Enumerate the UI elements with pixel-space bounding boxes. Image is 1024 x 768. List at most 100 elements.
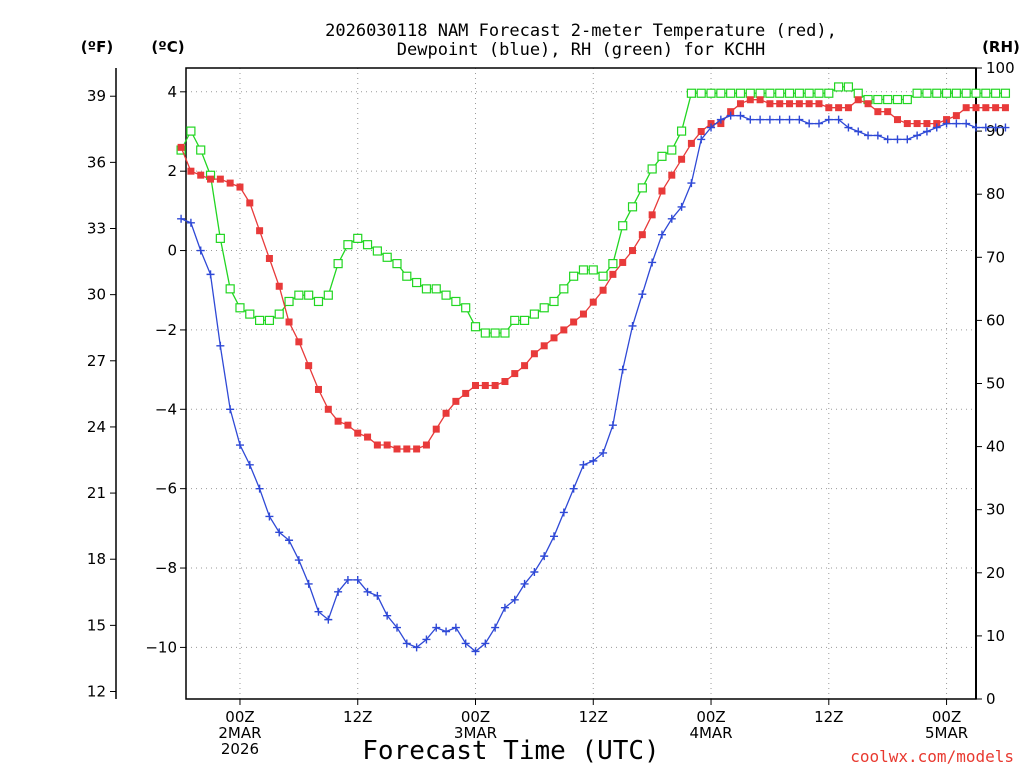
dewpoint-point: [667, 214, 676, 223]
dewpoint-point: [687, 179, 696, 188]
temperature-point: [295, 338, 303, 346]
temperature-point: [521, 362, 529, 370]
dewpoint-point: [913, 131, 922, 140]
temperature-point: [305, 362, 313, 370]
rh-point: [225, 284, 235, 294]
fahrenheit-tick-label: 24: [87, 418, 106, 436]
dewpoint-point: [392, 623, 401, 632]
temperature-point: [344, 421, 352, 429]
rh-point: [892, 94, 903, 105]
dewpoint-point: [530, 568, 539, 577]
temperature-point: [334, 417, 342, 425]
dewpoint-point: [599, 448, 608, 457]
dewpoint-point: [412, 643, 421, 652]
dewpoint-point: [883, 135, 892, 144]
rh-point: [333, 259, 343, 269]
rh-point: [451, 296, 461, 307]
plot-frame: [185, 67, 977, 700]
celsius-tick-label: −8: [155, 559, 177, 577]
fahrenheit-tick-label: 36: [87, 153, 106, 171]
dewpoint-point: [795, 115, 804, 124]
dewpoint-point: [736, 111, 745, 120]
rh-point: [421, 284, 432, 294]
rh-tick-label: 60: [986, 311, 1005, 329]
rh-point: [735, 88, 746, 98]
temperature-point: [884, 108, 892, 116]
temperature-point: [736, 100, 744, 108]
dewpoint-point: [343, 575, 352, 584]
rh-point: [1000, 88, 1011, 98]
chart-title-line2: Dewpoint (blue), RH (green) for KCHH: [397, 40, 765, 60]
dewpoint-point: [383, 611, 392, 620]
rh-point: [353, 233, 363, 243]
temperature-point: [373, 441, 381, 449]
temperature-point: [805, 100, 813, 108]
temperature-point: [226, 179, 234, 187]
rh-tick-label: 70: [986, 248, 1005, 266]
dewpoint-point: [353, 575, 362, 584]
time-tick-label: 5MAR: [925, 724, 968, 742]
rh-tick-label: 100: [986, 59, 1015, 77]
rh-point: [716, 88, 726, 98]
temperature-point: [314, 385, 322, 393]
dewpoint-point: [373, 591, 382, 600]
dewpoint-point: [442, 627, 451, 636]
celsius-tick-label: 2: [167, 162, 177, 180]
rh-point: [284, 296, 294, 307]
dewpoint-point: [186, 218, 195, 227]
dewpoint-point: [196, 246, 205, 255]
rh-point: [608, 259, 618, 269]
temperature-point: [952, 112, 960, 120]
rh-point: [696, 88, 706, 98]
temperature-point: [413, 445, 421, 453]
dewpoint-point: [255, 484, 264, 493]
series-rh: [176, 82, 1011, 338]
dewpoint-point: [216, 341, 225, 350]
temperature-point: [903, 120, 911, 128]
dewpoint-point: [707, 123, 716, 132]
dewpoint-point: [697, 135, 706, 144]
rh-point: [834, 82, 844, 92]
dewpoint-point: [775, 115, 784, 124]
dewpoint-point: [932, 123, 941, 132]
dewpoint-point: [304, 579, 313, 588]
rh-point: [470, 322, 481, 332]
temperature-point: [481, 381, 489, 389]
temperature-point: [629, 247, 637, 255]
celsius-axis: 4 2 0 −2 −4 −6 −8 −10: [145, 83, 186, 656]
dewpoint-point: [402, 639, 411, 648]
rh-point: [245, 309, 255, 319]
temperature-point: [422, 441, 430, 449]
dewpoint-point: [628, 321, 637, 330]
rh-point: [755, 88, 765, 98]
temperature-point: [864, 100, 872, 108]
dewpoint-point: [422, 635, 431, 644]
series-layer: [176, 82, 1011, 656]
dewpoint-point: [756, 115, 765, 124]
temperature-point: [501, 378, 509, 386]
temperature-point: [992, 104, 1000, 112]
dewpoint-point: [814, 119, 823, 128]
time-tick-label: 4MAR: [689, 724, 732, 742]
dewpoint-point: [589, 456, 598, 465]
rh-point: [627, 202, 638, 212]
temperature-point: [697, 127, 705, 135]
fahrenheit-unit-label: (ºF): [81, 38, 113, 56]
temperature-point: [619, 258, 627, 266]
temperature-point: [687, 139, 695, 147]
temperature-point: [678, 155, 686, 163]
rh-point: [912, 88, 922, 98]
dewpoint-point: [785, 115, 794, 124]
temperature-point: [599, 286, 607, 294]
celsius-tick-label: 0: [167, 242, 177, 260]
rh-tick-label: 30: [986, 501, 1005, 519]
rh-unit-label: (RH): [982, 38, 1020, 56]
dewpoint-point: [942, 119, 951, 128]
temperature-point: [207, 175, 215, 183]
rh-point: [441, 290, 451, 300]
dewpoint-point: [510, 595, 519, 604]
temperature-point: [462, 389, 470, 397]
temperature-point: [511, 370, 519, 378]
